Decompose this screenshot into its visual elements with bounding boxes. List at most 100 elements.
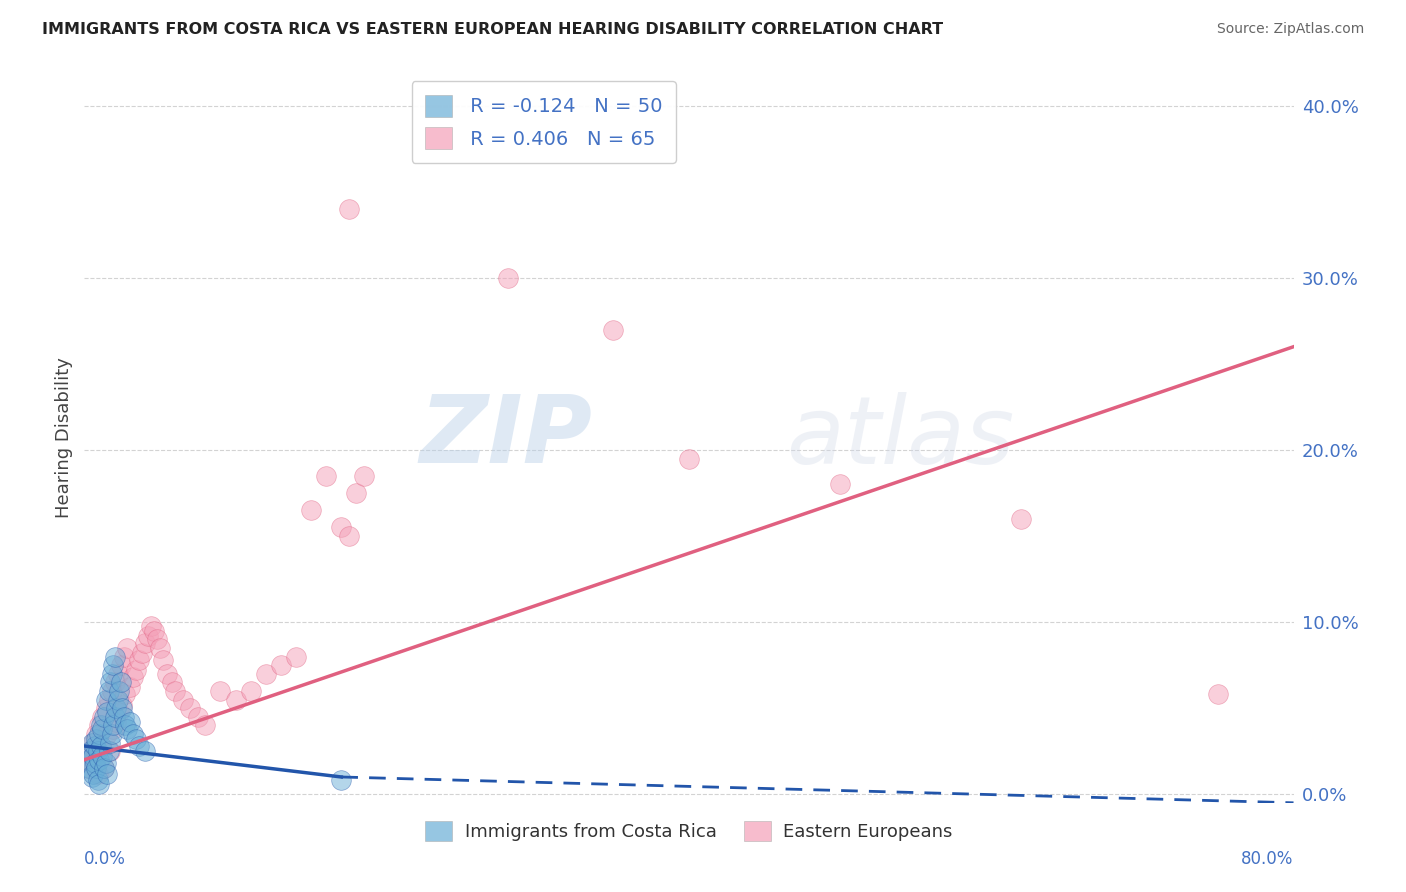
Point xyxy=(115,722,138,736)
Point xyxy=(187,710,209,724)
Point xyxy=(97,684,120,698)
Point xyxy=(110,658,132,673)
Point xyxy=(330,520,353,534)
Point xyxy=(118,681,141,695)
Y-axis label: Hearing Disability: Hearing Disability xyxy=(55,357,73,517)
Text: ZIP: ZIP xyxy=(419,391,592,483)
Point xyxy=(270,658,292,673)
Point xyxy=(104,710,127,724)
Point xyxy=(90,739,112,753)
Point xyxy=(254,666,277,681)
Text: IMMIGRANTS FROM COSTA RICA VS EASTERN EUROPEAN HEARING DISABILITY CORRELATION CH: IMMIGRANTS FROM COSTA RICA VS EASTERN EU… xyxy=(42,22,943,37)
Point xyxy=(131,646,153,660)
Point xyxy=(104,675,127,690)
Text: atlas: atlas xyxy=(786,392,1014,483)
Point xyxy=(239,684,262,698)
Point xyxy=(89,753,111,767)
Point xyxy=(94,756,117,771)
Point xyxy=(89,718,111,732)
Point xyxy=(112,649,135,664)
Point xyxy=(84,749,107,764)
Point xyxy=(80,735,103,749)
Point xyxy=(87,766,110,780)
Point xyxy=(97,744,120,758)
Point xyxy=(93,761,115,775)
Point xyxy=(80,770,103,784)
Point xyxy=(128,739,150,753)
Point xyxy=(91,749,114,764)
Point xyxy=(172,692,194,706)
Point xyxy=(100,727,122,741)
Point xyxy=(86,761,108,775)
Point xyxy=(149,640,172,655)
Point xyxy=(84,739,107,753)
Point xyxy=(165,684,187,698)
Point xyxy=(101,658,124,673)
Point xyxy=(80,756,103,771)
Point xyxy=(496,271,519,285)
Point xyxy=(115,640,138,655)
Point xyxy=(96,766,118,780)
Point xyxy=(108,705,131,719)
Point xyxy=(105,714,128,729)
Point xyxy=(101,722,124,736)
Point xyxy=(79,744,101,758)
Point xyxy=(337,529,360,543)
Point xyxy=(112,710,135,724)
Point xyxy=(1206,687,1229,701)
Point xyxy=(93,761,115,775)
Point xyxy=(98,675,121,690)
Point xyxy=(89,777,111,791)
Point xyxy=(125,732,148,747)
Point xyxy=(93,710,115,724)
Point xyxy=(146,632,169,647)
Point xyxy=(107,692,129,706)
Point xyxy=(96,727,118,741)
Point xyxy=(100,684,122,698)
Text: Source: ZipAtlas.com: Source: ZipAtlas.com xyxy=(1216,22,1364,37)
Point xyxy=(114,687,136,701)
Point xyxy=(87,773,110,788)
Point xyxy=(86,727,108,741)
Point xyxy=(89,727,111,741)
Point xyxy=(90,718,112,732)
Point xyxy=(160,675,183,690)
Point xyxy=(128,653,150,667)
Point xyxy=(285,649,308,664)
Point xyxy=(108,684,131,698)
Point xyxy=(105,701,128,715)
Point xyxy=(82,735,104,749)
Point xyxy=(76,761,98,775)
Point xyxy=(84,756,107,771)
Point xyxy=(82,749,104,764)
Point xyxy=(118,714,141,729)
Text: 0.0%: 0.0% xyxy=(84,850,127,868)
Point xyxy=(209,684,232,698)
Point xyxy=(94,692,117,706)
Point xyxy=(97,692,120,706)
Point xyxy=(315,468,337,483)
Point xyxy=(111,698,134,712)
Point xyxy=(1011,512,1033,526)
Point xyxy=(225,692,247,706)
Point xyxy=(104,649,127,664)
Point xyxy=(94,701,117,715)
Point xyxy=(86,732,108,747)
Point xyxy=(90,739,112,753)
Point xyxy=(77,761,100,775)
Point xyxy=(134,744,156,758)
Point xyxy=(91,710,114,724)
Point xyxy=(136,629,159,643)
Point xyxy=(330,773,353,788)
Point xyxy=(830,477,852,491)
Point xyxy=(110,675,132,690)
Point xyxy=(87,744,110,758)
Point xyxy=(194,718,217,732)
Point xyxy=(121,727,143,741)
Point xyxy=(125,663,148,677)
Point xyxy=(156,666,179,681)
Point xyxy=(111,701,134,715)
Point xyxy=(82,766,104,780)
Point xyxy=(98,735,121,749)
Point xyxy=(678,451,700,466)
